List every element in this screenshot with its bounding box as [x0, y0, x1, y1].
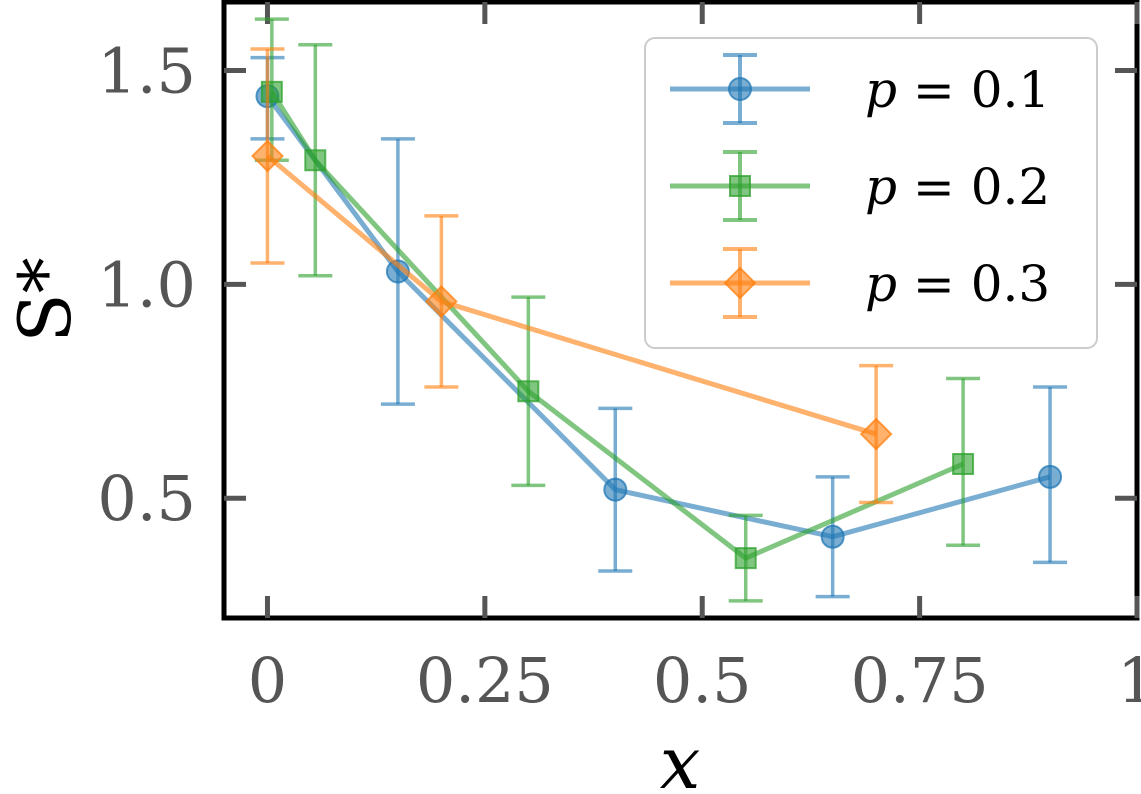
- x-tick-label-4: 1: [1117, 644, 1141, 717]
- legend-label-var: p: [865, 158, 897, 216]
- y-tick-label-0: 0.5: [97, 462, 196, 535]
- data-point-2-2: [859, 417, 893, 451]
- data-point-1-1: [304, 149, 327, 172]
- plot-frame: [221, 0, 1140, 621]
- legend-label-0: p = 0.1: [865, 61, 1050, 119]
- legend-entry-1: p = 0.2: [670, 150, 1050, 222]
- data-point-0-4: [1038, 464, 1063, 489]
- y-axis-label-text: S*: [3, 257, 87, 342]
- legend-marker-0: [728, 77, 752, 101]
- data-point-0-2: [603, 477, 628, 502]
- legend-marker-1: [729, 175, 751, 197]
- legend-label-value: = 0.3: [897, 255, 1050, 313]
- y-tick-label-1: 1.0: [97, 248, 196, 321]
- data-point-1-0: [260, 80, 283, 103]
- x-tick-label-2: 0.5: [653, 644, 752, 717]
- legend-label-value: = 0.2: [897, 158, 1050, 216]
- data-point-0-3: [820, 524, 845, 549]
- legend-box: [644, 37, 1098, 349]
- data-point-1-4: [952, 453, 975, 475]
- data-point-1-3: [734, 547, 757, 570]
- x-tick-label-3: 0.75: [851, 644, 989, 717]
- y-axis-label: S*: [3, 257, 87, 342]
- data-point-1-2: [517, 380, 540, 403]
- data-point-2-1: [424, 285, 458, 318]
- legend-label-1: p = 0.2: [865, 158, 1050, 216]
- legend-marker-2: [723, 266, 757, 300]
- legend: p = 0.1p = 0.2p = 0.3: [644, 37, 1098, 349]
- series-2: [250, 47, 894, 505]
- legend-label-2: p = 0.3: [865, 255, 1050, 313]
- x-tick-label-0: 0: [248, 644, 287, 717]
- legend-label-value: = 0.1: [897, 61, 1050, 119]
- x-axis-label: x: [660, 721, 701, 794]
- y-tick-label-2: 1.5: [97, 34, 196, 107]
- x-tick-label-1: 0.25: [416, 644, 554, 717]
- data-point-2-0: [251, 139, 284, 173]
- legend-entry-0: p = 0.1: [670, 53, 1050, 125]
- legend-label-var: p: [865, 61, 897, 119]
- legend-label-var: p: [865, 255, 897, 313]
- legend-entry-2: p = 0.3: [670, 247, 1050, 319]
